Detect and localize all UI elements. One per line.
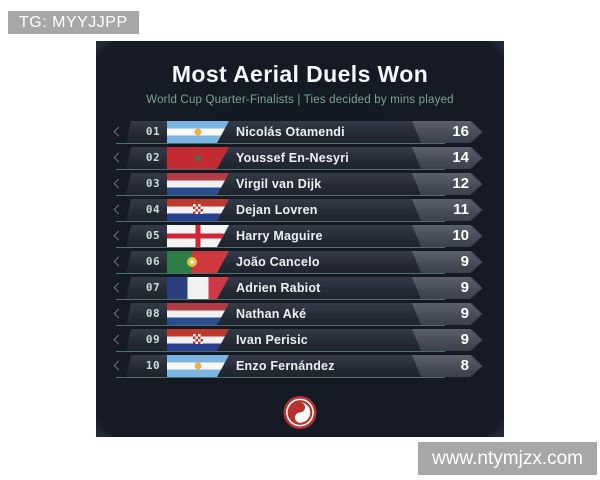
player-name: Ivan Perisic <box>236 333 308 347</box>
value-label: 9 <box>460 253 469 270</box>
row-left-chevron-icon <box>113 204 124 215</box>
rank-label: 02 <box>145 151 161 164</box>
table-row: 02 Youssef En-Nesyri 14 <box>113 147 483 170</box>
value-badge: 9 <box>412 251 482 273</box>
player-name: João Cancelo <box>236 255 320 269</box>
table-row: 06 João Cancelo 9 <box>113 251 483 274</box>
row-left-chevron-icon <box>113 334 124 345</box>
rank-label: 08 <box>145 307 161 320</box>
page-subtitle: World Cup Quarter-Finalists | Ties decid… <box>146 94 454 106</box>
row-bar: 02 Youssef En-Nesyri 14 <box>126 147 483 169</box>
value-badge: 12 <box>412 173 482 195</box>
value-label: 11 <box>453 201 469 218</box>
croatia-flag-icon <box>167 199 229 221</box>
netherlands-flag-icon <box>167 173 229 195</box>
value-badge: 9 <box>412 303 482 325</box>
rank-label: 05 <box>145 229 161 242</box>
france-flag-icon <box>167 277 229 299</box>
row-left-chevron-icon <box>113 178 124 189</box>
value-badge: 8 <box>412 355 482 377</box>
row-left-chevron-icon <box>113 230 124 241</box>
rank-label: 01 <box>145 125 161 138</box>
argentina-flag-icon <box>167 121 229 143</box>
rank-label: 04 <box>145 203 161 216</box>
row-left-chevron-icon <box>113 152 124 163</box>
value-label: 9 <box>460 331 469 348</box>
player-name: Adrien Rabiot <box>236 281 321 295</box>
row-left-chevron-icon <box>113 256 124 267</box>
value-label: 12 <box>452 175 469 192</box>
value-badge: 16 <box>412 121 482 143</box>
value-badge: 14 <box>412 147 482 169</box>
row-bar: 01 Nicolás Otamendi 16 <box>126 121 483 143</box>
row-left-chevron-icon <box>113 282 124 293</box>
table-row: 03 Virgil van Dijk 12 <box>113 173 483 196</box>
value-label: 14 <box>452 149 469 166</box>
player-name: Nicolás Otamendi <box>236 125 345 139</box>
table-row: 10 Enzo Fernández 8 <box>113 355 483 378</box>
player-name: Nathan Aké <box>236 307 307 321</box>
player-name: Harry Maguire <box>236 229 323 243</box>
row-left-chevron-icon <box>113 360 124 371</box>
value-badge: 9 <box>412 329 482 351</box>
value-badge: 11 <box>412 199 482 221</box>
rank-label: 10 <box>145 359 161 372</box>
argentina-flag-icon <box>167 355 229 377</box>
portugal-flag-icon <box>167 251 229 273</box>
table-row: 07 Adrien Rabiot 9 <box>113 277 483 300</box>
website-watermark-badge: www.ntymjzx.com <box>418 442 597 475</box>
value-label: 10 <box>452 227 469 244</box>
rank-label: 09 <box>145 333 161 346</box>
telegram-watermark-badge: TG: MYYJJPP <box>8 11 139 34</box>
value-label: 9 <box>460 279 469 296</box>
row-bar: 04 Dejan Lovren 11 <box>126 199 483 221</box>
value-badge: 9 <box>412 277 482 299</box>
leaderboard-rows: 01 Nicolás Otamendi 16 02 Youssef En-Nes… <box>113 121 504 378</box>
stats-brand-logo-icon <box>283 396 317 429</box>
player-name: Virgil van Dijk <box>236 177 322 191</box>
rank-label: 03 <box>145 177 161 190</box>
value-badge: 10 <box>412 225 482 247</box>
table-row: 01 Nicolás Otamendi 16 <box>113 121 483 144</box>
row-bar: 05 Harry Maguire 10 <box>126 225 483 247</box>
leaderboard-panel: Most Aerial Duels Won World Cup Quarter-… <box>96 41 504 437</box>
player-name: Dejan Lovren <box>236 203 318 217</box>
row-bar: 06 João Cancelo 9 <box>126 251 483 273</box>
table-row: 04 Dejan Lovren 11 <box>113 199 483 222</box>
table-row: 05 Harry Maguire 10 <box>113 225 483 248</box>
row-left-chevron-icon <box>113 126 124 137</box>
value-label: 9 <box>460 305 469 322</box>
row-bar: 08 Nathan Aké 9 <box>126 303 483 325</box>
row-bar: 09 Ivan Perisic 9 <box>126 329 483 351</box>
row-bar: 03 Virgil van Dijk 12 <box>126 173 483 195</box>
row-bar: 10 Enzo Fernández 8 <box>126 355 483 377</box>
england-flag-icon <box>167 225 229 247</box>
player-name: Enzo Fernández <box>236 359 335 373</box>
player-name: Youssef En-Nesyri <box>236 151 349 165</box>
table-row: 08 Nathan Aké 9 <box>113 303 483 326</box>
rank-label: 06 <box>145 255 161 268</box>
page-title: Most Aerial Duels Won <box>171 61 429 87</box>
row-bar: 07 Adrien Rabiot 9 <box>126 277 483 299</box>
netherlands-flag-icon <box>167 303 229 325</box>
row-left-chevron-icon <box>113 308 124 319</box>
morocco-flag-icon <box>167 147 229 169</box>
value-label: 8 <box>460 357 469 374</box>
table-row: 09 Ivan Perisic 9 <box>113 329 483 352</box>
rank-label: 07 <box>145 281 161 294</box>
croatia-flag-icon <box>167 329 229 351</box>
value-label: 16 <box>452 123 469 140</box>
